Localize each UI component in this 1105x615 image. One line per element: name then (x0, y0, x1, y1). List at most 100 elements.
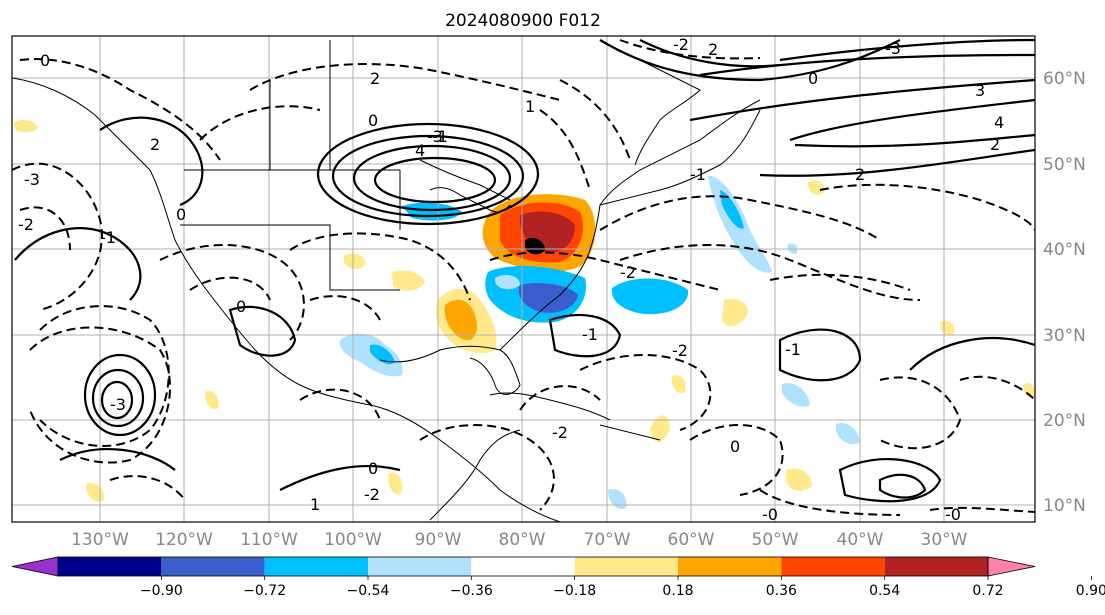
shading-lightblue-tropics (608, 488, 627, 510)
colorbar-extend-low (11, 556, 59, 577)
contour-label: 4 (415, 141, 425, 160)
shading-lightblue-se-edge (495, 274, 520, 290)
map-title: 2024080900 F012 (445, 11, 601, 31)
contour-label: 2 (150, 135, 160, 154)
longitude-labels: 130°W 120°W 110°W 100°W 90°W 80°W 70°W 6… (71, 530, 968, 550)
contour-label: 2 (708, 40, 718, 59)
latitude-labels: 60°N 50°N 40°N 30°N 20°N 10°N (1043, 69, 1086, 516)
colorbar-bin (368, 557, 472, 576)
lon-label: 40°W (837, 530, 884, 550)
contour-label: -3 (427, 127, 443, 146)
contours-solid (14, 38, 1035, 503)
contour-label: -3 (110, 395, 126, 414)
graticule (12, 36, 1035, 522)
contour-label: -3 (885, 39, 901, 58)
shading-yellow-caribbean (650, 415, 670, 442)
colorbar-extend-high (987, 556, 1036, 577)
colorbar-bin (471, 557, 575, 576)
contour-label: -2 (673, 35, 689, 54)
lon-label: 60°W (668, 530, 715, 550)
colorbar-bin (161, 557, 265, 576)
contour-label: 0 (368, 111, 378, 130)
lon-label: 80°W (499, 530, 546, 550)
shading-yellow-plains (344, 253, 366, 270)
shading-yellow-atlantic (722, 298, 749, 327)
shading-lightblue-texas (339, 333, 403, 377)
contour-label: -2 (672, 341, 688, 360)
colorbar-tick-label: 0.36 (766, 583, 797, 599)
contour-label: -1 (432, 127, 448, 146)
colorbar: −0.90 −0.72 −0.54 −0.36 −0.18 0.18 0.36 0.54 0.7… (11, 556, 1105, 599)
contour-label: 4 (994, 113, 1004, 132)
colorbar-tick-label: −0.72 (243, 583, 286, 599)
contour-label: 0 (730, 437, 740, 456)
contour-label: -0 (762, 505, 778, 524)
lon-label: 70°W (584, 530, 631, 550)
shading-yellow-midwest (392, 270, 425, 291)
contour-label: 1 (310, 495, 320, 514)
lat-label: 10°N (1043, 496, 1086, 516)
shading-orange-gulf (444, 299, 477, 341)
coastlines (12, 40, 761, 522)
contour-label: 1 (525, 97, 535, 116)
lat-label: 40°N (1043, 240, 1086, 260)
contour-label: 2 (370, 69, 380, 88)
lat-label: 20°N (1043, 411, 1086, 431)
lat-label: 30°N (1043, 326, 1086, 346)
contour-label: 2 (990, 135, 1000, 154)
shading-yellow-pacific (14, 120, 38, 133)
colorbar-tick-label: 0.18 (662, 583, 693, 599)
contour-labels: 0 -2 -3 2 1 4 -1 -3 0 2 -2 3 -3 2 0 -1 4… (18, 35, 1004, 524)
contour-label: -1 (100, 228, 116, 247)
shading-yellow-central-america (388, 472, 403, 494)
contour-label: -2 (364, 485, 380, 504)
shading-midblue-southeast (518, 283, 578, 313)
contour-label: -3 (24, 170, 40, 189)
lon-label: 130°W (71, 530, 129, 550)
colorbar-tick-label: −0.18 (553, 583, 596, 599)
lon-label: 120°W (155, 530, 213, 550)
map-frame (11, 35, 1036, 523)
lon-label: 50°W (752, 530, 799, 550)
contour-label: 0 (236, 297, 246, 316)
contour-label: -2 (18, 215, 34, 234)
contour-label: 0 (40, 51, 50, 70)
colorbar-tick-label: −0.36 (450, 583, 493, 599)
contour-label: -1 (582, 325, 598, 344)
shading-yellow-north-atlantic (808, 180, 825, 195)
contour-label: -1 (690, 165, 706, 184)
colorbar-tick-label: −0.54 (347, 583, 390, 599)
colorbar-bin (574, 557, 678, 576)
lon-label: 100°W (324, 530, 382, 550)
contour-label: -1 (785, 340, 801, 359)
contour-label: -2 (620, 263, 636, 282)
shading-lightblue-atlantic-2 (782, 383, 810, 407)
lon-label: 110°W (240, 530, 298, 550)
lon-label: 90°W (415, 530, 462, 550)
shading-lightblue-atlantic-3 (836, 422, 860, 445)
shading-blue-ne-atlantic (720, 190, 744, 229)
lat-label: 50°N (1043, 155, 1086, 175)
colorbar-tick-label: 0.54 (869, 583, 900, 599)
shading-yellow-mexico-west (205, 390, 219, 410)
anomaly-shading (14, 120, 1035, 510)
shading-blue-atlantic (611, 278, 689, 315)
map-area: 0 -2 -3 2 1 4 -1 -3 0 2 -2 3 -3 2 0 -1 4… (12, 35, 1035, 524)
colorbar-tick-label: −0.90 (140, 583, 183, 599)
shading-yellow-atlantic-2 (671, 374, 686, 394)
contour-label: -2 (552, 423, 568, 442)
shading-blue-texas (370, 344, 395, 365)
contour-label: 3 (975, 81, 985, 100)
contour-label: 0 (808, 69, 818, 88)
colorbar-bin (884, 557, 988, 576)
shading-core (525, 238, 545, 255)
contour-label: 2 (855, 165, 865, 184)
lat-label: 60°N (1043, 69, 1086, 89)
contours-dashed (12, 39, 1035, 516)
colorbar-bin (678, 557, 782, 576)
lon-label: 30°W (921, 530, 968, 550)
colorbar-bin (781, 557, 885, 576)
colorbar-tick-label: 0.90 (1076, 583, 1105, 599)
contour-label: 0 (368, 459, 378, 478)
